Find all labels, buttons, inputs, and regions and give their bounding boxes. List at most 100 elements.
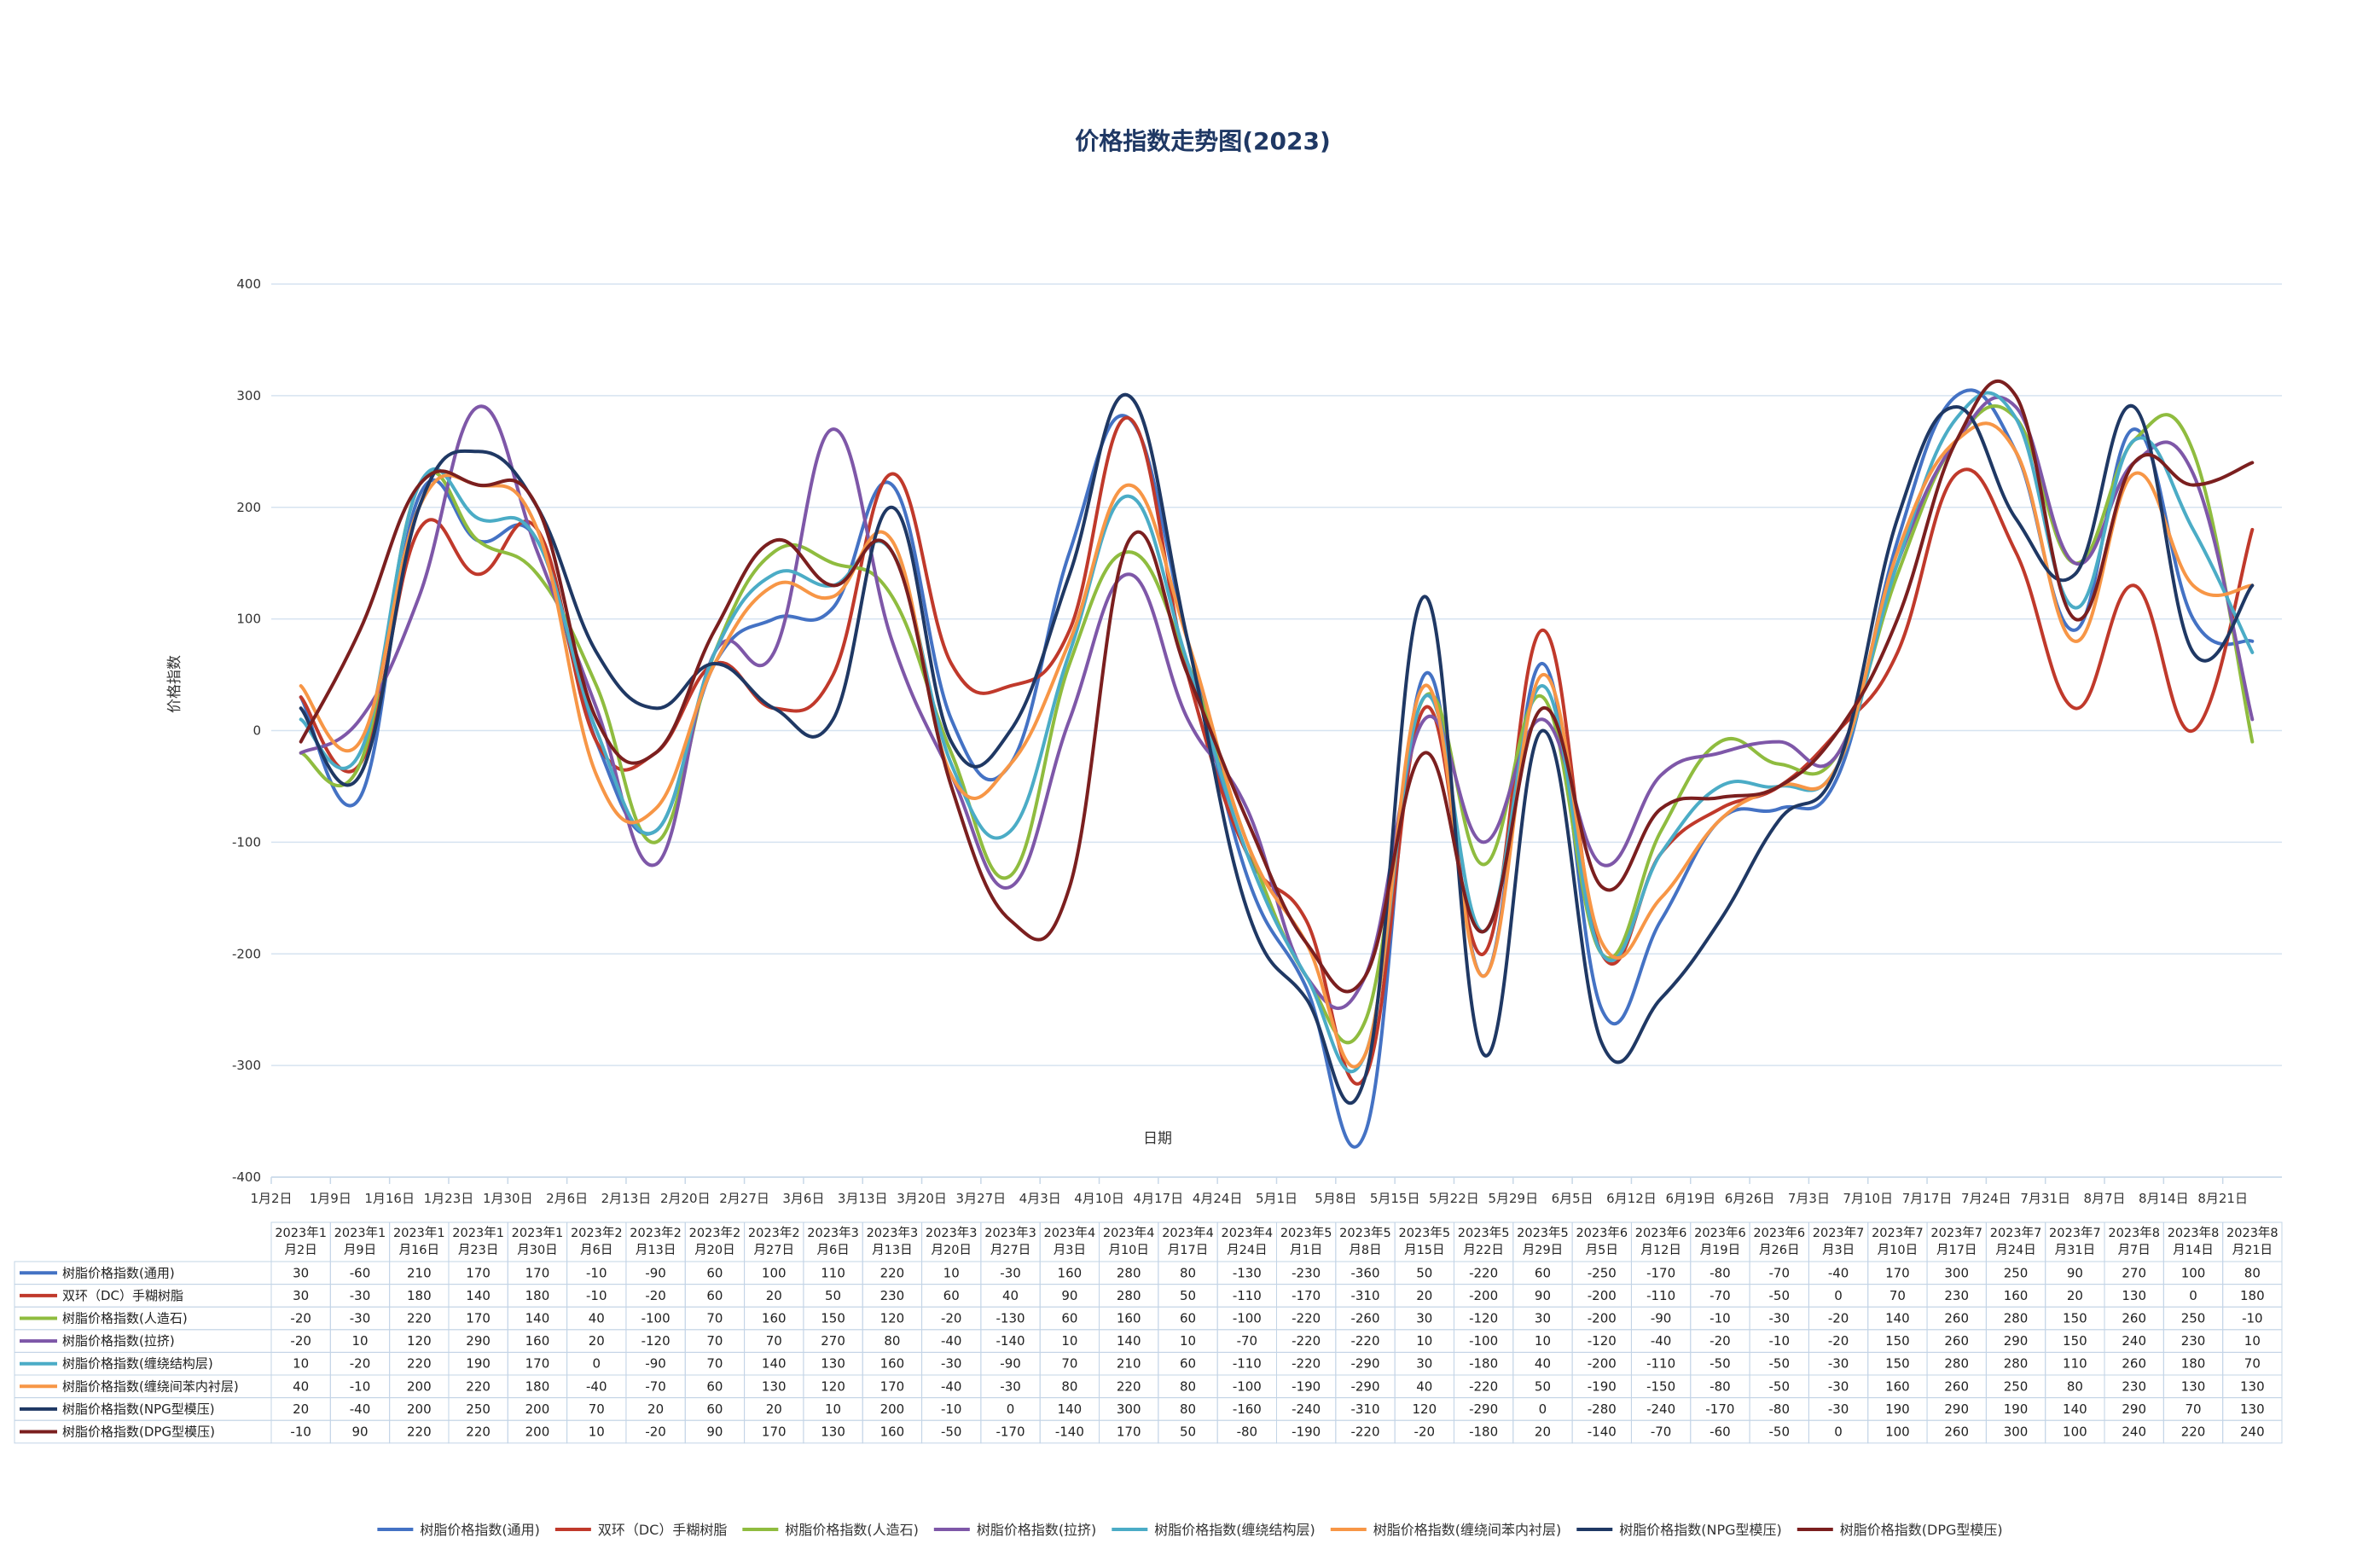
table-cell-value: 60 — [706, 1378, 723, 1394]
table-header-text: 2023年4 — [1103, 1226, 1155, 1240]
table-header-text: 2023年8 — [2168, 1226, 2220, 1240]
table-cell-value: -170 — [1646, 1265, 1675, 1280]
table-cell-value: -10 — [1769, 1333, 1791, 1349]
y-tick-label: -400 — [232, 1169, 261, 1185]
table-cell-value: -140 — [996, 1333, 1025, 1349]
table-header-text: 月31日 — [2055, 1244, 2095, 1257]
table-cell-value: 10 — [1061, 1333, 1077, 1349]
table-header-text: 月22日 — [1463, 1244, 1503, 1257]
table-cell-value: -50 — [941, 1424, 962, 1440]
table-cell-value: 300 — [1944, 1265, 1969, 1280]
x-tick-label: 6月19日 — [1665, 1191, 1715, 1206]
table-cell-value: -20 — [1710, 1333, 1731, 1349]
table-cell-value: -170 — [996, 1424, 1025, 1440]
table-header-text: 月2日 — [285, 1244, 317, 1257]
table-header-text: 月3日 — [1054, 1244, 1086, 1257]
table-cell-value: 240 — [2122, 1333, 2146, 1349]
table-cell-value: 130 — [2181, 1378, 2206, 1394]
table-cell-value: 230 — [2122, 1378, 2146, 1394]
table-cell-value: 160 — [762, 1311, 787, 1326]
x-tick-label: 6月12日 — [1606, 1191, 1657, 1206]
table-cell-value: 110 — [821, 1265, 845, 1280]
table-row-label: 树脂价格指数(缠绕结构层) — [62, 1356, 213, 1372]
table-cell-value: 70 — [1889, 1288, 1906, 1303]
table-header-text: 2023年1 — [512, 1226, 564, 1240]
table-cell-value: -70 — [645, 1378, 666, 1394]
table-cell-value: 170 — [466, 1265, 491, 1280]
table-header-text: 2023年7 — [1930, 1226, 1982, 1240]
table-cell-value: -100 — [1469, 1333, 1498, 1349]
table-cell-value: 220 — [1117, 1378, 1141, 1394]
table-cell-value: -250 — [1588, 1265, 1617, 1280]
table-cell-value: 290 — [2004, 1333, 2029, 1349]
table-cell-value: 160 — [880, 1424, 905, 1440]
table-header-text: 2023年7 — [1872, 1226, 1924, 1240]
table-cell-value: -80 — [1710, 1378, 1731, 1394]
table-cell-value: 160 — [1885, 1378, 1910, 1394]
table-cell-value: 140 — [1117, 1333, 1141, 1349]
x-tick-label: 3月6日 — [782, 1191, 824, 1206]
table-header-text: 月26日 — [1759, 1244, 1799, 1257]
table-cell-value: 110 — [2063, 1356, 2087, 1372]
table-cell-value: 160 — [525, 1333, 550, 1349]
table-cell-value: -230 — [1292, 1265, 1321, 1280]
table-cell-value: -190 — [1292, 1378, 1321, 1394]
table-cell-value: -10 — [290, 1424, 311, 1440]
table-cell-value: 280 — [1117, 1288, 1141, 1303]
table-cell-value: 160 — [2004, 1288, 2029, 1303]
table-cell-value: -30 — [1000, 1378, 1021, 1394]
legend-label: 树脂价格指数(NPG型模压) — [1619, 1522, 1782, 1538]
y-tick-label: -100 — [232, 834, 261, 850]
table-cell-value: 40 — [1535, 1356, 1551, 1372]
y-tick-label: 200 — [236, 500, 261, 515]
table-cell-value: 140 — [1885, 1311, 1910, 1326]
table-cell-value: 60 — [706, 1288, 723, 1303]
x-tick-label: 4月24日 — [1193, 1191, 1243, 1206]
table-cell-value: -200 — [1588, 1356, 1617, 1372]
table-header-text: 月10日 — [1108, 1244, 1148, 1257]
table-cell-value: 60 — [1535, 1265, 1551, 1280]
table-header-text: 月30日 — [517, 1244, 557, 1257]
y-axis-title: 价格指数 — [166, 655, 183, 713]
table-cell-value: 40 — [1416, 1378, 1432, 1394]
table-cell-value: -200 — [1469, 1288, 1498, 1303]
x-tick-label: 4月17日 — [1134, 1191, 1184, 1206]
data-table: 2023年1 月2日 2023年1 月9日 2023年1 月16日 2023年1 月23日 20… — [14, 1221, 2283, 1444]
table-header-text: 月14日 — [2173, 1244, 2213, 1257]
table-cell-value: 10 — [1535, 1333, 1551, 1349]
table-cell-value: -220 — [1292, 1311, 1321, 1326]
table-cell-value: 10 — [1180, 1333, 1196, 1349]
table-header-text: 2023年5 — [1517, 1226, 1569, 1240]
table-cell-value: -30 — [1828, 1401, 1849, 1417]
table-header-text: 2023年7 — [2049, 1226, 2101, 1240]
table-cell-value: -160 — [1233, 1401, 1262, 1417]
table-header-text: 2023年6 — [1576, 1226, 1628, 1240]
table-cell-value: -290 — [1350, 1378, 1379, 1394]
table-cell-value: -70 — [1651, 1424, 1672, 1440]
table-cell-value: 10 — [943, 1265, 960, 1280]
table-cell-value: 130 — [2240, 1401, 2265, 1417]
table-cell-value: 230 — [1944, 1288, 1969, 1303]
table-header-text: 2023年7 — [1990, 1226, 2042, 1240]
table-cell-value: 70 — [1061, 1356, 1077, 1372]
table-cell-value: -50 — [1710, 1356, 1731, 1372]
x-tick-label: 7月31日 — [2020, 1191, 2070, 1206]
y-tick-label: -300 — [232, 1058, 261, 1073]
x-axis-title: 日期 — [1143, 1130, 1172, 1147]
table-cell-value: 10 — [589, 1424, 605, 1440]
table-cell-value: -280 — [1588, 1401, 1617, 1417]
table-cell — [2222, 1419, 2283, 1444]
table-cell-value: 50 — [1180, 1424, 1196, 1440]
table-cell-value: 20 — [766, 1401, 782, 1417]
series-line-8 — [299, 379, 2255, 994]
table-cell-value: -70 — [1237, 1333, 1258, 1349]
table-cell-value: -310 — [1350, 1401, 1379, 1417]
table-cell-value: 50 — [1180, 1288, 1196, 1303]
table-cell-value: 60 — [1180, 1356, 1196, 1372]
table-cell-value: -10 — [2242, 1311, 2263, 1326]
table-cell-value: -40 — [1651, 1333, 1672, 1349]
table-cell-value: -120 — [1469, 1311, 1498, 1326]
table-cell-value: -10 — [350, 1378, 371, 1394]
table-cell-value: -10 — [586, 1288, 607, 1303]
table-cell-value: 100 — [1885, 1424, 1910, 1440]
